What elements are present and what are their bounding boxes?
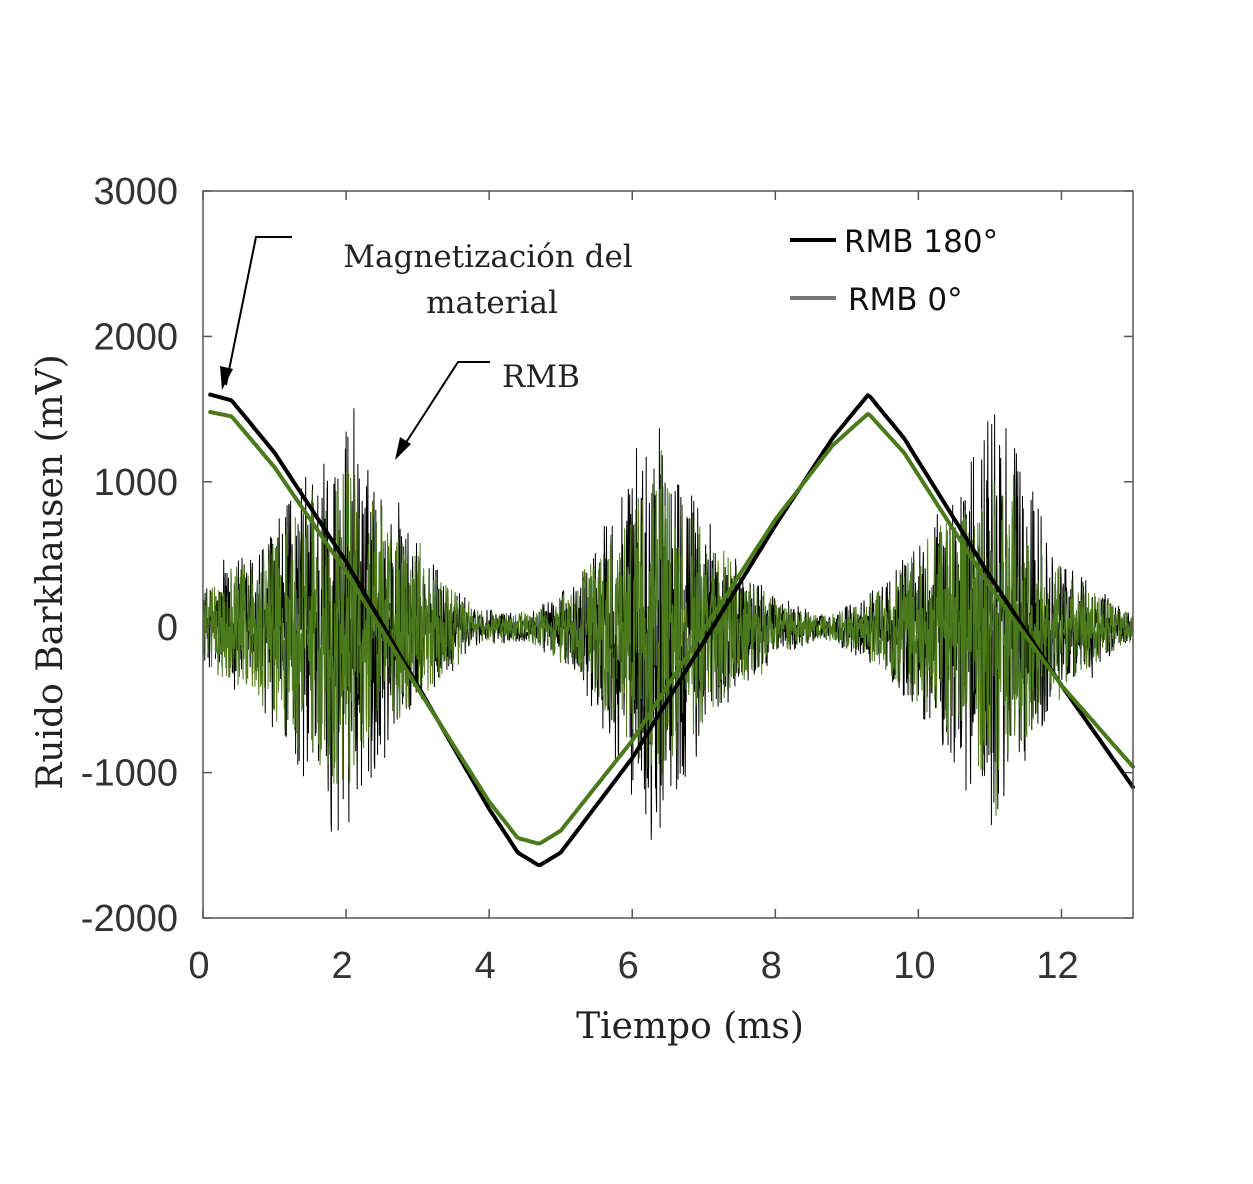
y-tick-label-0: 0 <box>157 607 178 649</box>
x-tick-label-6: 6 <box>618 945 639 987</box>
x-tick-label-0: 0 <box>188 945 209 987</box>
y-axis-label: Ruido Barkhausen (mV) <box>30 354 71 789</box>
magnetization-curve-rmb-180 <box>208 392 1135 868</box>
legend: RMB 180° RMB 0° <box>790 224 998 318</box>
x-tick-label-4: 4 <box>475 945 496 987</box>
ticks-layer <box>202 190 1133 919</box>
y-tick-label-3000: 3000 <box>93 171 178 213</box>
curve-layer <box>208 392 1135 868</box>
noise-signal-rmb-0 <box>202 450 1134 816</box>
x-tick-label-8: 8 <box>761 945 782 987</box>
x-tick-label-2: 2 <box>332 945 353 987</box>
x-tick-label-12: 12 <box>1036 945 1078 987</box>
annotation-magnetization-leader <box>225 236 292 386</box>
annotation-magnetization-arrowhead <box>220 366 233 390</box>
magnetization-curve-rmb-0 <box>208 410 1135 846</box>
annotation-magnetization: Magnetización del material <box>220 236 633 390</box>
annotation-rmb-arrowhead <box>395 437 411 460</box>
y-tick-label--1000: -1000 <box>81 753 178 795</box>
annotation-rmb-label: RMB <box>502 359 580 395</box>
legend-label-rmb-180: RMB 180° <box>844 224 998 260</box>
x-axis-label: Tiempo (ms) <box>576 1006 804 1047</box>
annotation-rmb-leader <box>397 361 490 456</box>
x-tick-label-10: 10 <box>893 945 935 987</box>
y-tick-label--2000: -2000 <box>81 898 178 940</box>
legend-label-rmb-0: RMB 0° <box>848 282 963 318</box>
y-tick-label-1000: 1000 <box>93 462 178 504</box>
tick-labels: 0 2 4 6 8 10 12 3000 2000 1000 0 -1000 -2000 <box>81 171 1079 987</box>
plot-frame <box>202 190 1134 919</box>
annotation-magnetization-line1: Magnetización del <box>343 239 632 275</box>
y-tick-label-2000: 2000 <box>93 316 178 358</box>
annotation-magnetization-line2: material <box>426 285 558 321</box>
noise-layer <box>202 408 1134 840</box>
annotation-rmb: RMB <box>395 359 580 460</box>
